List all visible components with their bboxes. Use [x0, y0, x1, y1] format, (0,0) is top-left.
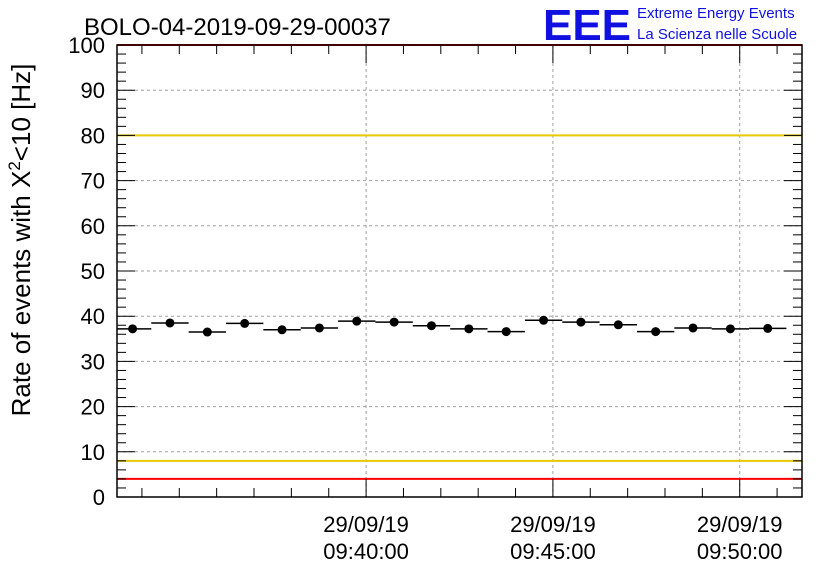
y-tick-label: 90: [81, 78, 105, 103]
data-point: [240, 318, 250, 328]
data-point: [501, 327, 511, 337]
logo-line-1: Extreme Energy Events: [637, 5, 795, 22]
data-point: [763, 323, 773, 333]
data-point: [426, 321, 436, 331]
axes: [116, 44, 803, 498]
data-point: [539, 315, 549, 325]
data-point: [277, 325, 287, 335]
eee-logo: EEE Extreme Energy Events La Scienza nel…: [543, 1, 797, 50]
y-tick-label: 60: [81, 214, 105, 239]
data-point: [202, 327, 212, 337]
data-point: [576, 317, 586, 327]
data-point: [128, 324, 138, 334]
y-tick-label: 40: [81, 304, 105, 329]
logo-line-2: La Scienza nelle Scuole: [637, 26, 797, 43]
data-point: [651, 327, 661, 337]
data-point: [613, 320, 623, 330]
grid-lines: [117, 45, 802, 497]
x-tick-label-time: 09:50:00: [697, 539, 783, 564]
data-point: [165, 318, 175, 328]
data-point: [464, 324, 474, 334]
reference-lines: [117, 44, 802, 480]
tick-labels: 010203040506070809010029/09/1909:40:0029…: [68, 33, 782, 564]
y-tick-label: 100: [68, 33, 105, 58]
y-axis-label: Rate of events with X2<10 [Hz]: [5, 64, 36, 417]
chart-title: BOLO-04-2019-09-29-00037: [84, 14, 391, 41]
data-point: [688, 323, 698, 333]
data-point: [389, 317, 399, 327]
y-tick-label: 70: [81, 169, 105, 194]
y-tick-label: 0: [93, 485, 105, 510]
data-point: [725, 324, 735, 334]
data-point: [314, 323, 324, 333]
logo-letters: EEE: [543, 1, 631, 50]
x-tick-label-time: 09:40:00: [323, 539, 409, 564]
x-tick-label-date: 29/09/19: [697, 512, 783, 537]
x-tick-label-time: 09:45:00: [510, 539, 596, 564]
y-tick-label: 80: [81, 123, 105, 148]
x-tick-label-date: 29/09/19: [510, 512, 596, 537]
x-tick-label-date: 29/09/19: [323, 512, 409, 537]
y-tick-label: 20: [81, 395, 105, 420]
y-tick-label: 50: [81, 259, 105, 284]
data-points: [117, 315, 787, 337]
y-tick-label: 10: [81, 440, 105, 465]
y-tick-label: 30: [81, 349, 105, 374]
data-point: [352, 316, 362, 326]
